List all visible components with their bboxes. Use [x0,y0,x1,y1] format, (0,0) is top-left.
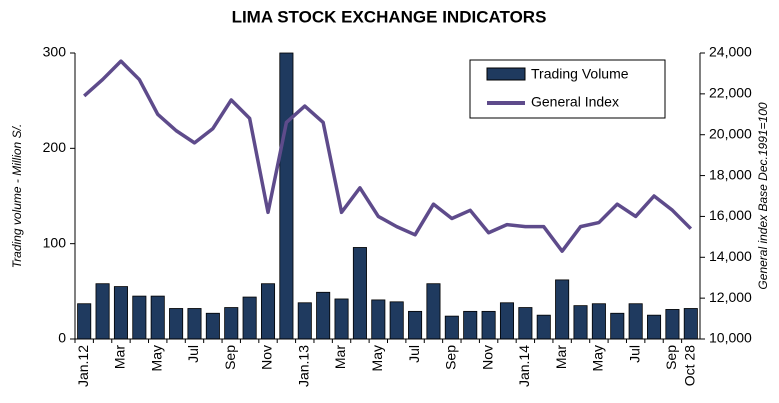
x-tick-label: Oct 28 [682,345,698,386]
x-tick-label: Sep [443,345,459,370]
x-tick-label: Mar [332,345,348,369]
x-tick-label: Mar [112,345,128,369]
bar [95,283,110,340]
bar [426,283,441,340]
y2-axis-title: General index Base Dec.1991=100 [756,102,770,289]
x-tick-label: Sep [663,345,679,370]
bar [187,308,202,340]
x-tick-label: Sep [222,345,238,370]
bar [628,303,643,340]
line [83,59,693,253]
bar [297,302,312,340]
x-tick-label: Mar [553,345,569,369]
bar [242,296,257,340]
bar [150,295,165,340]
bar [444,315,459,340]
y2-tick-label: 22,000 [709,85,752,101]
y2-tick-label: 10,000 [709,330,752,346]
bar [408,310,423,340]
bar [279,52,294,340]
bar [77,303,92,340]
bar [169,308,184,340]
x-tick-label: Jul [406,345,422,363]
bar [316,291,331,340]
bar [389,301,404,340]
legend-swatch [486,67,526,81]
bar [463,310,478,340]
x-tick-label: May [369,345,385,371]
x-tick-label: Nov [479,345,495,370]
bar [647,314,662,340]
x-tick-label: Jan.12 [75,345,91,387]
bar [555,279,570,340]
bar [499,302,515,340]
legend-label: Trading Volume [531,66,629,82]
y-tick-label: 0 [58,330,66,346]
y2-tick-label: 16,000 [709,207,752,223]
x-tick-label: Jan.14 [516,345,532,387]
bar [371,299,386,340]
y2-tick-label: 14,000 [709,248,752,264]
legend: Trading Volume General Index [469,59,666,119]
y-tick-label: 300 [43,44,67,60]
bar [224,307,239,340]
bar [481,310,496,340]
bar [610,312,625,340]
x-tick-label: Jul [626,345,642,363]
y2-tick-label: 12,000 [709,289,752,305]
bar [113,286,128,340]
y-tick-label: 200 [43,139,67,155]
bar [334,298,349,340]
bar [573,305,588,340]
bar [260,283,276,340]
y2-tick-label: 18,000 [709,166,752,182]
bar [132,295,147,340]
x-tick-label: May [590,345,606,371]
bar [352,247,367,340]
x-tick-label: Jul [185,345,201,363]
bar [536,314,551,340]
y2-tick-label: 24,000 [709,44,752,60]
legend-label: General Index [531,94,619,110]
bar [683,308,698,340]
bar [518,307,533,340]
x-tick-label: Nov [259,345,275,370]
y2-tick-label: 20,000 [709,125,752,141]
y-axis-title: Trading volume - Million S/. [10,124,24,269]
bar [665,309,680,340]
x-tick-label: May [148,345,164,371]
x-tick-label: Jan.13 [295,345,311,387]
chart-title: LIMA STOCK EXCHANGE INDICATORS [232,7,547,26]
bar [591,303,606,340]
y-tick-label: 100 [43,234,67,250]
bar [205,312,220,340]
